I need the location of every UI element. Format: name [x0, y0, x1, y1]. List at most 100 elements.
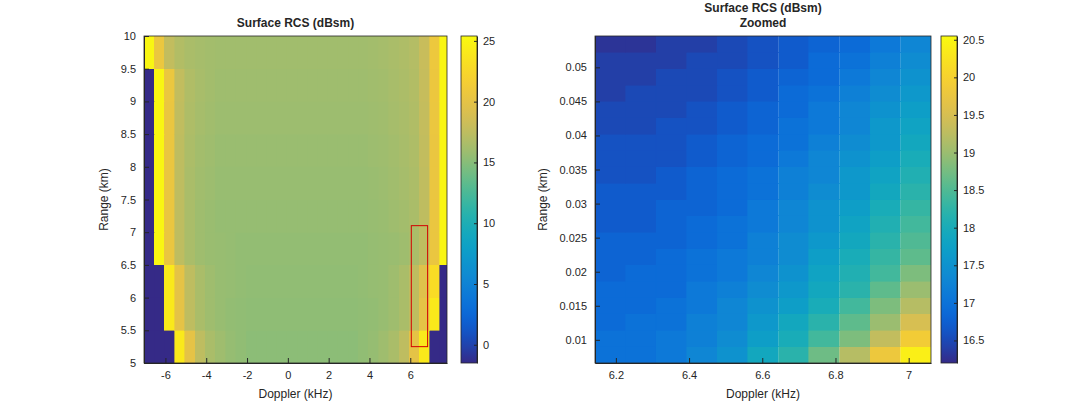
tick-label: 6.2: [609, 369, 624, 381]
heatmap-cell: [717, 265, 747, 281]
heatmap-cell: [870, 118, 900, 134]
heatmap-cell: [409, 36, 419, 69]
heatmap-cell: [256, 167, 266, 200]
heatmap-cell: [185, 69, 195, 102]
heatmap-cell: [430, 330, 440, 363]
heatmap-cell: [297, 265, 307, 298]
heatmap-cell: [840, 150, 870, 166]
tick-label: 17: [963, 297, 975, 309]
heatmap-cell: [779, 298, 809, 314]
tick: 4: [367, 358, 373, 381]
tick: 0.04: [566, 129, 600, 141]
heatmap-cell: [779, 85, 809, 101]
heatmap-cell: [154, 330, 164, 363]
tick-mark: [616, 358, 617, 363]
heatmap-cell: [389, 330, 399, 363]
heatmap-cell: [338, 167, 348, 200]
heatmap-cell: [164, 69, 174, 102]
heatmap-cell: [409, 200, 419, 233]
heatmap-cell: [266, 265, 276, 298]
heatmap-cell: [297, 232, 307, 265]
heatmap-cell: [277, 330, 287, 363]
heatmap-cell: [687, 118, 717, 134]
heatmap-cell: [379, 200, 389, 233]
heatmap-cell: [246, 167, 256, 200]
heatmap-cell: [779, 265, 809, 281]
heatmap-cell: [226, 265, 236, 298]
heatmap-cell: [368, 101, 378, 134]
heatmap-cell: [870, 232, 900, 248]
heatmap-cell: [901, 265, 931, 281]
heatmap-cell: [175, 330, 185, 363]
tick: 0.025: [559, 232, 600, 244]
tick: 6.2: [609, 358, 624, 381]
heatmap-cell: [195, 36, 205, 69]
heatmap-cell: [328, 69, 338, 102]
heatmap-cell: [870, 249, 900, 265]
heatmap-cell: [307, 134, 317, 167]
tick: 0.05: [566, 61, 600, 73]
heatmap-cell: [840, 281, 870, 297]
heatmap-cell: [154, 134, 164, 167]
tick: 9.5: [121, 63, 149, 75]
heatmap-cell: [779, 101, 809, 117]
heatmap-cell: [287, 200, 297, 233]
heatmap-cell: [748, 52, 778, 68]
colorbar-axis: 0510152025: [474, 35, 495, 364]
tick-label: 6: [130, 292, 136, 304]
heatmap-cell: [901, 216, 931, 232]
heatmap-cell: [748, 249, 778, 265]
heatmap-cell: [840, 298, 870, 314]
panel: 6.26.46.66.870.010.0150.020.0250.030.035…: [536, 1, 984, 401]
tick: 0: [285, 358, 291, 381]
tick-label: -2: [243, 369, 253, 381]
axis-line: [596, 363, 932, 364]
heatmap-cell: [338, 265, 348, 298]
heatmap-cell: [144, 167, 154, 200]
heatmap-cell: [870, 330, 900, 346]
heatmap-cell: [389, 134, 399, 167]
heatmap-cell: [687, 249, 717, 265]
heatmap-cell: [748, 167, 778, 183]
heatmap-cell: [205, 265, 215, 298]
heatmap-cell: [307, 101, 317, 134]
heatmap-cell: [419, 101, 429, 134]
heatmap-cell: [440, 298, 447, 331]
heatmap-cell: [717, 314, 747, 330]
heatmap-cell: [277, 134, 287, 167]
heatmap-cell: [779, 281, 809, 297]
heatmap-cell: [348, 101, 358, 134]
heatmap-cell: [440, 69, 447, 102]
heatmap-cell: [840, 167, 870, 183]
tick: 17.5: [954, 259, 984, 271]
heatmap-cell: [266, 232, 276, 265]
heatmap-cell: [256, 69, 266, 102]
heatmap-cell: [870, 134, 900, 150]
heatmap-cell: [840, 69, 870, 85]
heatmap-cell: [256, 200, 266, 233]
heatmap-cell: [287, 330, 297, 363]
heatmap-cell: [266, 330, 276, 363]
heatmap-cell: [379, 101, 389, 134]
heatmap-cell: [409, 69, 419, 102]
heatmap-cell: [901, 232, 931, 248]
heatmap-cell: [379, 69, 389, 102]
heatmap-cell: [348, 36, 358, 69]
heatmap-cell: [870, 69, 900, 85]
heatmap-cell: [595, 314, 625, 330]
tick-label: 10: [483, 217, 495, 229]
heatmap-cell: [164, 101, 174, 134]
heatmap-cell: [809, 183, 839, 199]
tick-mark: [954, 40, 957, 41]
heatmap-cell: [399, 298, 409, 331]
chart-title: Surface RCS (dBsm): [237, 16, 354, 30]
heatmap-cell: [901, 134, 931, 150]
heatmap-cell: [595, 265, 625, 281]
heatmap-cell: [399, 101, 409, 134]
heatmap-cell: [626, 314, 656, 330]
heatmap-cell: [717, 330, 747, 346]
heatmap-cell: [348, 298, 358, 331]
heatmap-cell: [656, 330, 686, 346]
heatmap-cell: [870, 216, 900, 232]
zoom-box: [411, 226, 427, 347]
